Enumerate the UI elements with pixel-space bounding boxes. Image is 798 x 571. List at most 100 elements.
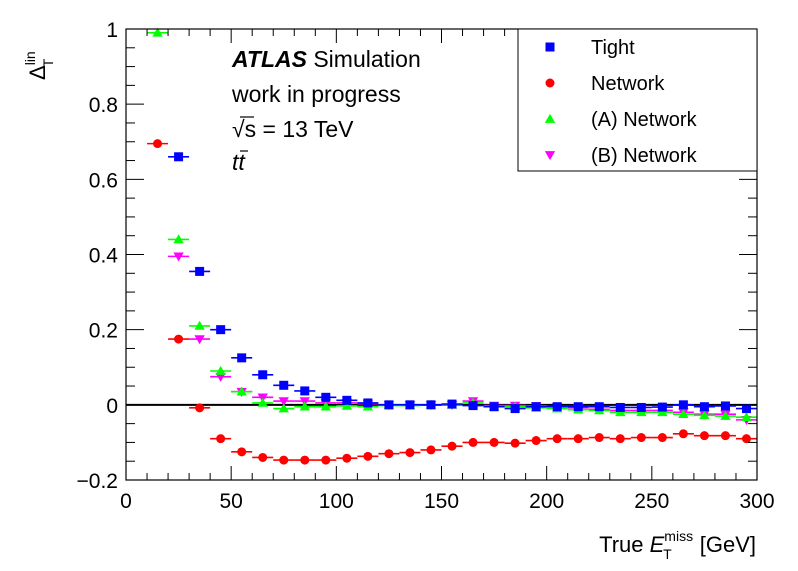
y-tick-label: 0.8 bbox=[89, 94, 118, 117]
data-point bbox=[257, 397, 268, 407]
x-tick-label: 50 bbox=[219, 490, 242, 513]
y-tick-label: −0.2 bbox=[77, 470, 118, 493]
data-point bbox=[153, 139, 163, 149]
data-point bbox=[173, 234, 184, 244]
data-point bbox=[720, 431, 730, 441]
x-tick-label: 150 bbox=[424, 490, 459, 513]
data-point bbox=[215, 372, 226, 382]
data-point bbox=[174, 334, 184, 344]
series-circle bbox=[147, 139, 757, 465]
legend-label: (A) Network bbox=[591, 109, 698, 131]
data-point bbox=[720, 410, 731, 420]
data-point bbox=[278, 397, 289, 407]
legend-items: Tight Network (A) Network (B) Network bbox=[544, 37, 698, 167]
y-tick-label: 0 bbox=[106, 395, 118, 418]
plot-marks bbox=[126, 27, 757, 465]
data-point bbox=[573, 402, 583, 412]
data-point bbox=[278, 403, 289, 413]
x-axis-title: True Emiss T [GeV] bbox=[599, 528, 756, 562]
data-point bbox=[447, 441, 457, 451]
data-point bbox=[531, 402, 541, 412]
legend-marker bbox=[545, 78, 555, 88]
data-point bbox=[699, 410, 710, 420]
legend-marker bbox=[544, 151, 556, 161]
energy-text: √s = 13 TeV bbox=[232, 116, 354, 142]
data-point bbox=[741, 404, 751, 414]
data-point bbox=[363, 398, 373, 408]
data-point bbox=[741, 412, 752, 422]
data-point bbox=[384, 400, 394, 410]
data-point bbox=[573, 434, 583, 444]
data-point bbox=[615, 402, 625, 412]
data-point bbox=[237, 447, 247, 457]
data-point bbox=[447, 399, 457, 409]
data-point bbox=[321, 455, 331, 465]
data-point bbox=[678, 409, 689, 419]
data-point bbox=[236, 386, 247, 396]
data-point bbox=[173, 252, 184, 262]
x-tick-label: 300 bbox=[739, 490, 774, 513]
data-point bbox=[279, 455, 289, 465]
svg-text:ATLAS Simulation: ATLAS Simulation bbox=[231, 46, 421, 72]
x-tick-label: 100 bbox=[319, 490, 354, 513]
data-point bbox=[300, 386, 310, 396]
data-point bbox=[699, 431, 709, 441]
data-point bbox=[594, 433, 604, 443]
data-point bbox=[320, 401, 331, 411]
y-tick-label: 0.6 bbox=[89, 169, 118, 192]
data-point bbox=[636, 433, 646, 443]
data-point bbox=[657, 402, 667, 412]
data-point bbox=[215, 365, 226, 375]
legend-item: (A) Network bbox=[544, 109, 698, 131]
y-tick-label: 0.4 bbox=[89, 245, 119, 268]
data-point bbox=[321, 392, 331, 402]
data-point bbox=[657, 407, 668, 417]
data-point bbox=[636, 402, 646, 412]
data-point bbox=[152, 27, 163, 37]
data-point bbox=[384, 449, 394, 459]
data-point bbox=[489, 437, 499, 447]
data-point bbox=[468, 437, 478, 447]
data-point bbox=[405, 448, 415, 458]
data-point bbox=[342, 453, 352, 463]
legend-marker bbox=[544, 113, 556, 123]
legend-item: (B) Network bbox=[544, 145, 698, 167]
legend-item: Network bbox=[545, 73, 665, 95]
data-point bbox=[699, 402, 709, 412]
legend-item: Tight bbox=[545, 37, 635, 59]
data-point bbox=[174, 152, 184, 162]
x-tick-label: 200 bbox=[529, 490, 564, 513]
x-tick-label: 0 bbox=[120, 490, 132, 513]
data-point bbox=[468, 401, 478, 411]
data-point bbox=[741, 434, 751, 444]
process-text: tt bbox=[232, 149, 246, 175]
data-point bbox=[216, 325, 226, 335]
data-point bbox=[258, 452, 268, 462]
data-point bbox=[615, 434, 625, 444]
data-point bbox=[552, 434, 562, 444]
data-point bbox=[594, 402, 604, 412]
status-text: work in progress bbox=[231, 81, 401, 107]
legend-box bbox=[517, 28, 758, 172]
data-point bbox=[363, 451, 373, 461]
y-tick-label: 0.2 bbox=[89, 320, 118, 343]
legend-label: Tight bbox=[591, 37, 635, 59]
data-point bbox=[300, 455, 310, 465]
legend-label: (B) Network bbox=[591, 145, 698, 167]
data-point bbox=[426, 445, 436, 455]
data-point bbox=[552, 402, 562, 412]
data-point bbox=[279, 380, 289, 390]
data-point bbox=[531, 436, 541, 446]
data-point bbox=[194, 320, 205, 330]
data-point bbox=[657, 433, 667, 443]
data-point bbox=[510, 404, 520, 414]
data-point bbox=[489, 402, 499, 412]
legend: Tight Network (A) Network (B) Network bbox=[517, 28, 758, 172]
tick-labels: 0 50 100 150 200 250 300−0.200.20.40.60.81 bbox=[77, 19, 775, 513]
data-point bbox=[258, 370, 268, 380]
data-point bbox=[216, 434, 226, 444]
data-point bbox=[194, 335, 205, 345]
data-point bbox=[341, 400, 353, 410]
data-point bbox=[299, 401, 310, 411]
